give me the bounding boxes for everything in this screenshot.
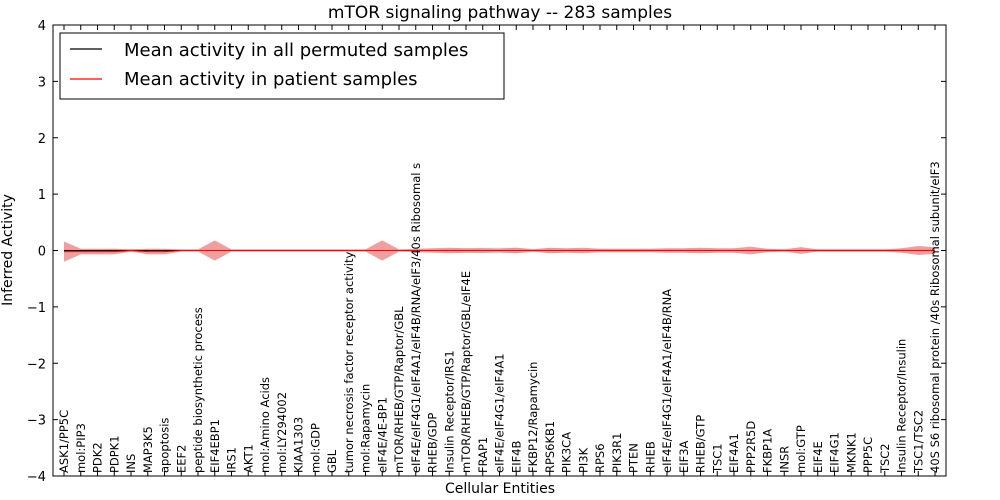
x-tick-label: ASK1/PP5C xyxy=(57,410,71,473)
series-lines xyxy=(64,249,935,253)
legend-label-patient: Mean activity in patient samples xyxy=(124,69,418,90)
x-tick-label: PDPK1 xyxy=(107,435,121,473)
x-tick-label: TSC1 xyxy=(710,443,724,474)
x-tick-label: mol:PIP3 xyxy=(74,423,88,473)
x-tick-label: mol:Rapamycin xyxy=(359,384,373,473)
x-tick-label: RPS6 xyxy=(593,443,607,473)
x-tick-label: AKT1 xyxy=(241,444,255,473)
x-tick-label: eIF4E/eIF4G1/eIF4A1 xyxy=(493,353,507,473)
x-tick-label: RHEB/GTP xyxy=(694,415,708,473)
y-tick-label: 0 xyxy=(38,245,46,260)
band-patient xyxy=(64,240,935,262)
x-tick-label: mol:LY294002 xyxy=(275,392,289,473)
y-axis: −4 −3 −2 −1 0 1 2 3 4 xyxy=(27,19,946,485)
x-tick-label: PTEN xyxy=(627,443,641,473)
legend-label-permuted: Mean activity in all permuted samples xyxy=(124,40,468,61)
x-tick-label: EIF4EBP1 xyxy=(208,419,222,473)
x-tick-label: Insulin Receptor/IRS1 xyxy=(442,350,456,473)
y-axis-label: Inferred Activity xyxy=(0,194,16,306)
x-tick-label: PPP2R5D xyxy=(744,421,758,473)
x-axis-label: Cellular Entities xyxy=(445,481,555,497)
x-tick-label: Insulin Receptor/Insulin xyxy=(895,339,909,473)
x-tick-label: PDK2 xyxy=(91,442,105,473)
category-labels: ASK1/PP5C mol:PIP3 PDK2 PDPK1 INS MAP3K5 apopt… xyxy=(57,161,942,474)
x-tick-label: FRAP1 xyxy=(476,437,490,473)
x-tick-label: TSC1/TSC2 xyxy=(911,410,925,474)
x-tick-label: INS xyxy=(124,454,138,473)
x-tick-label: PIK3CA xyxy=(560,432,574,473)
x-tick-label: 40S S6 ribosomal protein /40s Ribosomal … xyxy=(928,161,942,473)
x-tick-label: eIF4E/eIF4G1/eIF4A1/eIF4B/RNA xyxy=(660,289,674,473)
x-tick-label: eIF4E/eIF4G1/eIF4A1/eIF4B/RNA/eIF3/40s R… xyxy=(409,163,423,473)
x-tick-label: EIF4G1 xyxy=(828,432,842,473)
x-tick-label: mol:GTP xyxy=(794,425,808,473)
x-tick-label: mol:GDP xyxy=(308,423,322,473)
x-tick-label: tumor necrosis factor receptor activity xyxy=(342,251,356,473)
x-tick-label: EEF2 xyxy=(174,445,188,473)
line-patient xyxy=(64,249,935,253)
y-tick-label: −1 xyxy=(27,301,46,316)
x-tick-label: RHEB xyxy=(643,441,657,473)
x-tick-label: RPS6KB1 xyxy=(543,421,557,473)
x-tick-label: mol:Amino Acids xyxy=(258,377,272,473)
y-tick-label: 4 xyxy=(38,19,46,34)
legend: Mean activity in all permuted samples Me… xyxy=(59,32,505,100)
y-tick-label: 1 xyxy=(38,188,46,203)
legend-box xyxy=(59,32,505,100)
x-tick-label: EIF4A1 xyxy=(727,433,741,473)
x-tick-label: eIF4E/4E-BP1 xyxy=(375,397,389,473)
x-tick-label: IRS1 xyxy=(225,447,239,473)
x-tick-label: MAP3K5 xyxy=(141,426,155,473)
x-tick-label: PIK3R1 xyxy=(610,433,624,474)
x-tick-label: EIF3A xyxy=(677,440,691,473)
x-tick-label: PPP5C xyxy=(861,437,875,473)
y-tick-label: −3 xyxy=(27,414,46,429)
x-tick-label: mTOR/RHEB/GTP/Raptor/GBL xyxy=(392,306,406,473)
x-tick-label: FKBP12/Rapamycin xyxy=(526,362,540,473)
x-tick-label: mTOR/RHEB/GTP/Raptor/GBL/eIF4E xyxy=(459,271,473,473)
x-tick-label: INSR xyxy=(777,446,791,473)
x-tick-label: RHEB/GDP xyxy=(426,413,440,473)
x-tick-label: MKNK1 xyxy=(844,432,858,473)
x-tick-label: PI3K xyxy=(576,447,590,473)
y-tick-label: −2 xyxy=(27,357,46,372)
x-tick-label: TSC2 xyxy=(878,443,892,474)
x-tick-label: GBL xyxy=(325,449,339,473)
x-tick-label: EIF4B xyxy=(509,440,523,473)
x-tick-label: FKBP1A xyxy=(761,429,775,473)
y-tick-label: 3 xyxy=(38,75,46,90)
y-tick-label: 2 xyxy=(38,132,46,147)
x-tick-label: peptide biosynthetic process xyxy=(191,307,205,473)
x-tick-label: EIF4E xyxy=(811,441,825,473)
y-tick-label: −4 xyxy=(27,470,46,485)
chart-title: mTOR signaling pathway -- 283 samples xyxy=(328,3,672,23)
x-tick-label: KIAA1303 xyxy=(292,417,306,473)
x-tick-label: apoptosis xyxy=(158,418,172,473)
x-axis xyxy=(63,25,936,476)
